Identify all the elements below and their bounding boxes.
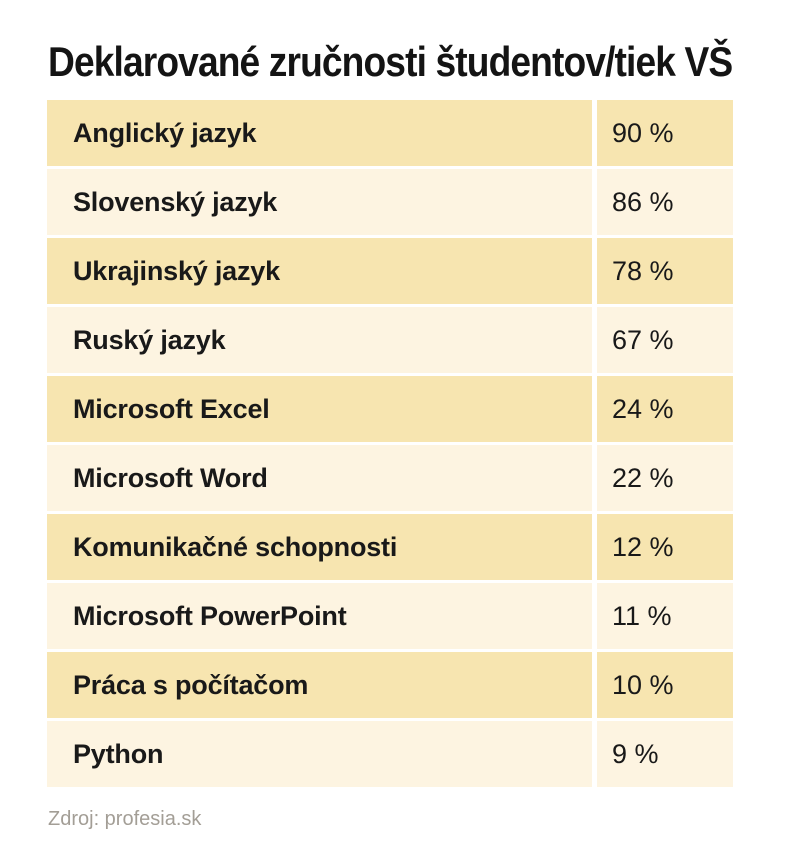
table-row: Python 9 %	[47, 721, 733, 787]
skill-percent: 90 %	[597, 100, 733, 166]
table-row: Ruský jazyk 67 %	[47, 307, 733, 373]
table-row: Microsoft Word 22 %	[47, 445, 733, 511]
table-row: Microsoft PowerPoint 11 %	[47, 583, 733, 649]
chart-title: Deklarované zručnosti študentov/tiek VŠ	[48, 38, 733, 85]
table-row: Anglický jazyk 90 %	[47, 100, 733, 166]
table-row: Práca s počítačom 10 %	[47, 652, 733, 718]
skill-name: Ruský jazyk	[47, 307, 592, 373]
skill-name: Práca s počítačom	[47, 652, 592, 718]
skill-percent: 9 %	[597, 721, 733, 787]
skill-name: Microsoft Excel	[47, 376, 592, 442]
table-row: Komunikačné schopnosti 12 %	[47, 514, 733, 580]
source-caption: Zdroj: profesia.sk	[48, 808, 202, 830]
skill-percent: 10 %	[597, 652, 733, 718]
skill-percent: 24 %	[597, 376, 733, 442]
skill-name: Microsoft PowerPoint	[47, 583, 592, 649]
table-row: Microsoft Excel 24 %	[47, 376, 733, 442]
skill-percent: 86 %	[597, 169, 733, 235]
skill-name: Python	[47, 721, 592, 787]
skill-percent: 11 %	[597, 583, 733, 649]
table-row: Slovenský jazyk 86 %	[47, 169, 733, 235]
skill-percent: 67 %	[597, 307, 733, 373]
skill-name: Ukrajinský jazyk	[47, 238, 592, 304]
table-row: Ukrajinský jazyk 78 %	[47, 238, 733, 304]
skill-name: Komunikačné schopnosti	[47, 514, 592, 580]
skills-table: Anglický jazyk 90 % Slovenský jazyk 86 % Ukr…	[47, 100, 733, 787]
skill-percent: 12 %	[597, 514, 733, 580]
skill-name: Anglický jazyk	[47, 100, 592, 166]
skill-percent: 78 %	[597, 238, 733, 304]
skill-name: Slovenský jazyk	[47, 169, 592, 235]
skill-percent: 22 %	[597, 445, 733, 511]
skill-name: Microsoft Word	[47, 445, 592, 511]
